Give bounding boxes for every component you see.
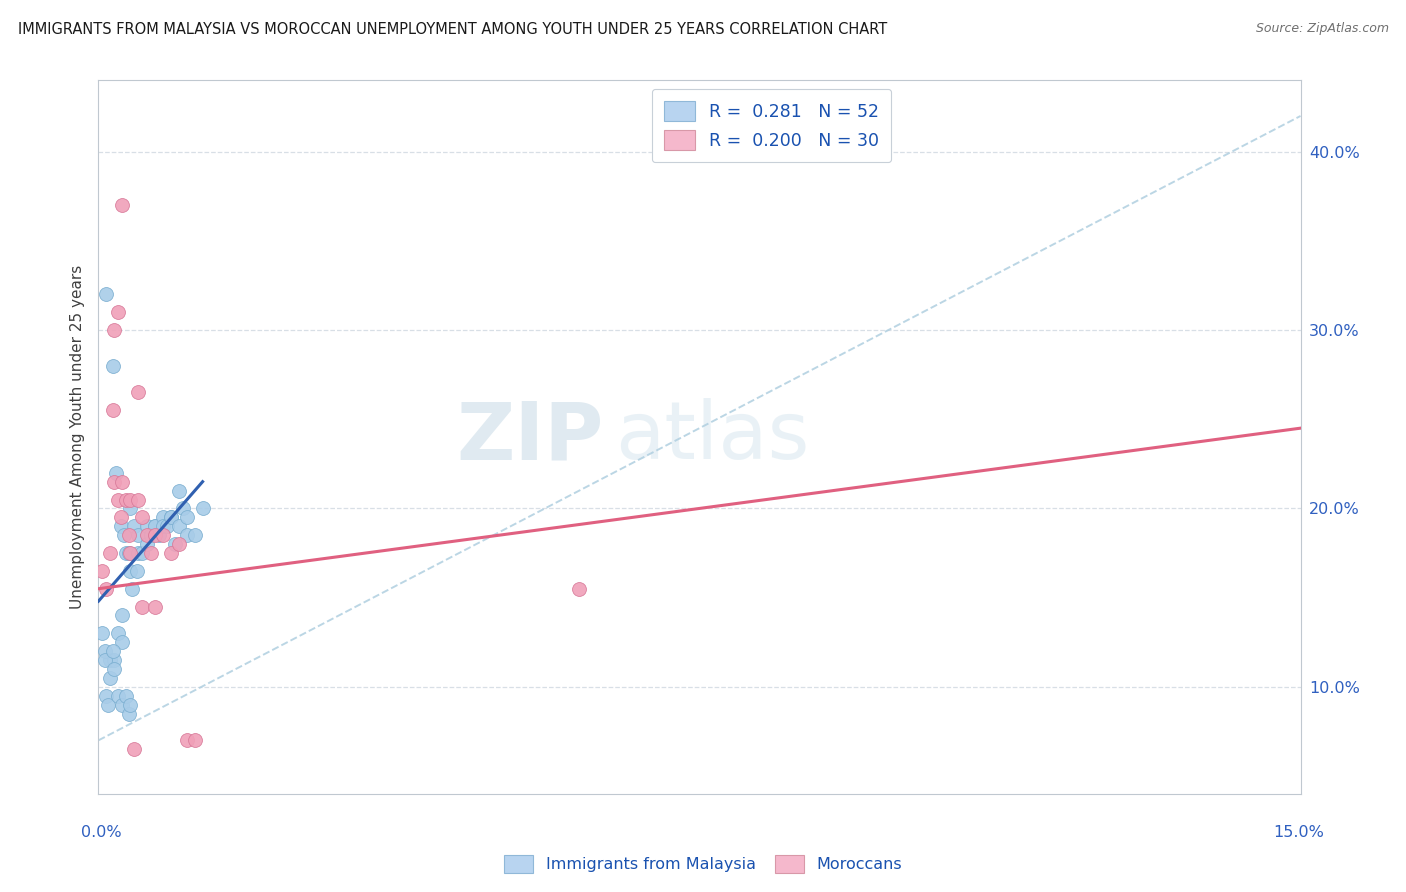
Point <box>143 528 166 542</box>
Point <box>91 626 114 640</box>
Point <box>143 599 166 614</box>
Point <box>183 733 205 747</box>
Point <box>120 546 142 560</box>
Point <box>94 653 117 667</box>
Point <box>120 698 142 712</box>
Point <box>131 546 153 560</box>
Point <box>139 528 162 542</box>
Point <box>103 323 125 337</box>
Point <box>167 537 190 551</box>
Point <box>128 385 150 400</box>
Point <box>96 689 118 703</box>
Point <box>191 501 214 516</box>
Point <box>97 698 120 712</box>
Point <box>100 546 122 560</box>
Point <box>172 501 194 516</box>
Point <box>111 698 134 712</box>
Point <box>159 510 181 524</box>
Point <box>152 519 174 533</box>
Point <box>143 519 166 533</box>
Point <box>107 305 129 319</box>
Legend: R =  0.281   N = 52, R =  0.200   N = 30: R = 0.281 N = 52, R = 0.200 N = 30 <box>652 89 891 162</box>
Point <box>105 466 128 480</box>
Point <box>118 528 141 542</box>
Point <box>118 706 141 721</box>
Point <box>135 528 157 542</box>
Point <box>91 564 114 578</box>
Point <box>107 492 129 507</box>
Point <box>128 546 150 560</box>
Point <box>112 528 135 542</box>
Point <box>96 287 118 301</box>
Point <box>100 653 122 667</box>
Point <box>101 403 124 417</box>
Point <box>96 582 118 596</box>
Point <box>128 492 150 507</box>
Text: ZIP: ZIP <box>456 398 603 476</box>
Point <box>135 537 157 551</box>
Point <box>111 608 134 623</box>
Point <box>163 537 186 551</box>
Point <box>120 564 142 578</box>
Point <box>111 475 134 489</box>
Point <box>94 644 117 658</box>
Point <box>143 519 166 533</box>
Point <box>103 662 125 676</box>
Point <box>167 483 190 498</box>
Point <box>103 653 125 667</box>
Point <box>128 528 150 542</box>
Point <box>159 510 181 524</box>
Point <box>115 689 138 703</box>
Point <box>121 582 143 596</box>
Legend: Immigrants from Malaysia, Moroccans: Immigrants from Malaysia, Moroccans <box>498 848 908 880</box>
Point <box>120 492 142 507</box>
Point <box>124 519 146 533</box>
Point <box>152 510 174 524</box>
Text: 15.0%: 15.0% <box>1274 825 1324 840</box>
Point <box>118 546 141 560</box>
Point <box>159 546 181 560</box>
Y-axis label: Unemployment Among Youth under 25 years: Unemployment Among Youth under 25 years <box>69 265 84 609</box>
Point <box>131 510 153 524</box>
Point <box>183 528 205 542</box>
Point <box>152 528 174 542</box>
Point <box>111 635 134 649</box>
Text: 0.0%: 0.0% <box>82 825 121 840</box>
Point <box>124 742 146 756</box>
Point <box>110 510 132 524</box>
Point <box>148 528 170 542</box>
Point <box>111 198 134 212</box>
Point <box>155 519 177 533</box>
Point <box>131 599 153 614</box>
Point <box>176 528 198 542</box>
Point <box>101 359 124 373</box>
Point <box>176 510 198 524</box>
Point <box>125 564 148 578</box>
Text: atlas: atlas <box>616 398 810 476</box>
Point <box>120 501 142 516</box>
Point <box>103 475 125 489</box>
Point <box>101 644 124 658</box>
Point <box>100 671 122 685</box>
Text: Source: ZipAtlas.com: Source: ZipAtlas.com <box>1256 22 1389 36</box>
Point <box>176 733 198 747</box>
Point <box>107 689 129 703</box>
Point <box>115 546 138 560</box>
Point <box>139 546 162 560</box>
Point <box>167 519 190 533</box>
Point <box>568 582 591 596</box>
Point <box>107 626 129 640</box>
Point <box>110 519 132 533</box>
Text: IMMIGRANTS FROM MALAYSIA VS MOROCCAN UNEMPLOYMENT AMONG YOUTH UNDER 25 YEARS COR: IMMIGRANTS FROM MALAYSIA VS MOROCCAN UNE… <box>18 22 887 37</box>
Point <box>135 519 157 533</box>
Point <box>115 492 138 507</box>
